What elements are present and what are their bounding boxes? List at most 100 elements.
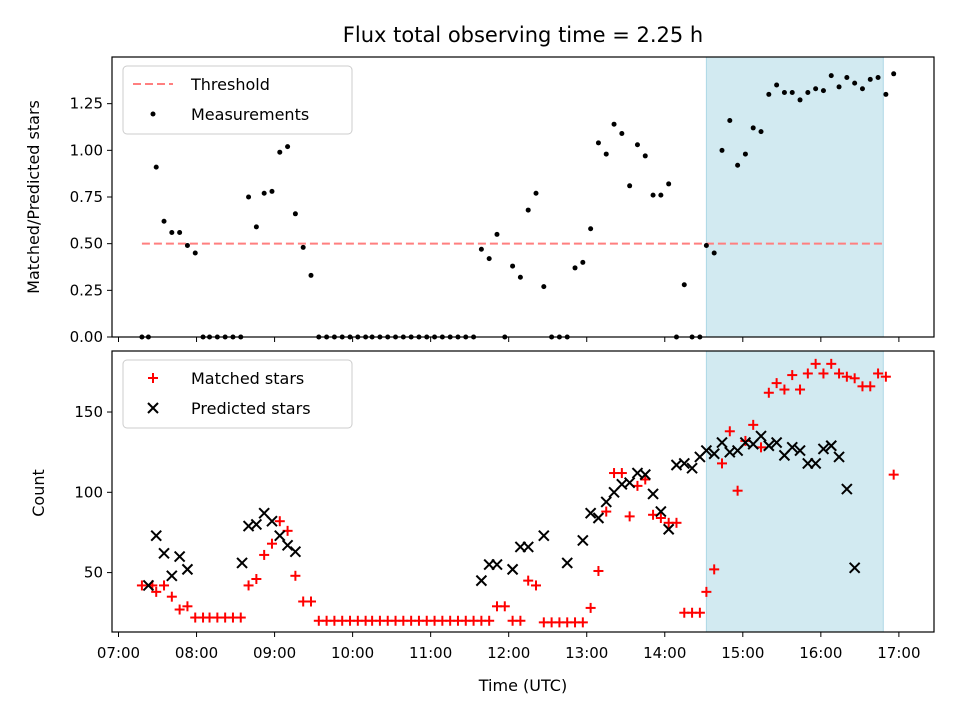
predicted-star-marker: [662, 523, 675, 535]
measurement-point: [153, 164, 159, 170]
top-y-tick-label: 1.00: [70, 141, 103, 159]
measurement-point: [883, 91, 889, 97]
matched-star-marker: [266, 538, 277, 549]
x-tick-label: 11:00: [409, 644, 452, 662]
x-axis-label: Time (UTC): [478, 676, 567, 695]
measurement-point: [300, 244, 306, 250]
matched-star-marker: [235, 612, 246, 623]
matched-star-marker: [136, 580, 147, 591]
matched-star-marker: [624, 511, 635, 522]
measurement-point: [277, 149, 283, 155]
matched-star-marker: [818, 368, 829, 379]
predicted-star-marker: [770, 436, 783, 449]
matched-star-marker: [305, 596, 316, 607]
legend-label: Measurements: [191, 105, 309, 124]
measurement-point: [308, 272, 314, 278]
measurement-point: [797, 97, 803, 103]
matched-star-marker: [748, 419, 759, 430]
matched-star-marker: [523, 575, 534, 586]
predicted-star-marker: [266, 515, 278, 527]
measurement-point: [261, 190, 267, 196]
measurement-point: [666, 181, 672, 187]
measurement-point: [169, 229, 175, 235]
measurement-point: [192, 250, 198, 256]
x-tick-label: 09:00: [253, 644, 296, 662]
measurement-point: [781, 89, 787, 95]
legend-label: Predicted stars: [191, 399, 311, 418]
measurement-point: [177, 229, 183, 235]
measurement-point: [595, 140, 601, 146]
matched-star-marker: [499, 601, 510, 612]
matched-star-marker: [259, 549, 270, 560]
measurement-point: [867, 76, 873, 82]
matched-star-marker: [716, 458, 727, 469]
measurement-point: [681, 282, 687, 288]
matched-star-marker: [182, 601, 193, 612]
predicted-star-marker: [655, 505, 667, 518]
top-y-axis-label: Matched/Predicted stars: [24, 100, 43, 294]
predicted-star-marker: [250, 518, 263, 531]
predicted-star-marker: [592, 512, 605, 524]
predicted-star-marker: [841, 483, 853, 495]
measurement-point: [285, 144, 291, 150]
measurement-point: [735, 162, 741, 168]
measurement-point: [703, 243, 709, 249]
predicted-star-marker: [236, 557, 248, 569]
predicted-star-marker: [181, 563, 194, 576]
measurement-point: [603, 151, 609, 157]
predicted-star-marker: [538, 529, 550, 542]
top-y-tick-label: 0.00: [70, 328, 103, 346]
matched-star-marker: [174, 604, 185, 615]
measurement-point: [828, 73, 834, 79]
matched-star-marker: [880, 371, 891, 382]
top-panel: 0.00 0.25 0.50 0.75 1.00 1.25 Threshold Measure…: [70, 56, 935, 346]
x-tick-label: 07:00: [97, 644, 140, 662]
x-tick-label: 14:00: [643, 644, 686, 662]
predicted-star-marker: [522, 541, 534, 553]
matched-star-marker: [166, 591, 177, 602]
predicted-star-marker: [173, 550, 186, 563]
matched-star-marker: [484, 615, 495, 626]
measurement-point: [813, 86, 819, 92]
bottom-y-tick-label: 100: [74, 483, 103, 501]
predicted-star-marker: [647, 488, 659, 500]
x-tick-label: 13:00: [565, 644, 608, 662]
predicted-star-marker: [623, 476, 636, 489]
x-tick-label: 16:00: [799, 644, 842, 662]
matched-star-marker: [616, 468, 627, 479]
measurement-point: [650, 192, 656, 198]
top-y-tick-label: 0.50: [70, 235, 103, 253]
top-y-tick-label: 0.25: [70, 281, 103, 299]
predicted-star-marker: [700, 444, 713, 457]
measurement-point: [184, 243, 190, 249]
predicted-star-marker: [289, 546, 302, 558]
predicted-star-marker: [794, 444, 806, 457]
measurement-point: [727, 117, 733, 123]
matched-star-marker: [787, 370, 798, 381]
matched-star-marker: [795, 384, 806, 395]
predicted-star-marker: [825, 440, 837, 452]
matched-star-marker: [601, 506, 612, 517]
matched-star-marker: [888, 469, 899, 480]
bottom-legend: [122, 359, 353, 429]
measurement-point: [246, 194, 252, 200]
x-tick-label: 10:00: [331, 644, 374, 662]
matched-star-marker: [771, 378, 782, 389]
measurement-point: [611, 121, 617, 127]
matched-star-marker: [515, 615, 526, 626]
predicted-star-marker: [833, 451, 845, 463]
matched-star-marker: [694, 607, 705, 618]
matched-star-marker: [834, 368, 845, 379]
x-tick-label: 08:00: [175, 644, 218, 662]
predicted-star-marker: [142, 579, 155, 592]
matched-star-marker: [724, 426, 735, 437]
measurement-point: [525, 207, 531, 213]
matched-star-marker: [577, 617, 588, 628]
measurement-point: [742, 151, 748, 157]
predicted-star-marker: [150, 529, 162, 542]
measurement-point: [588, 226, 594, 232]
predicted-star-marker: [600, 496, 612, 508]
predicted-star-marker: [475, 574, 488, 587]
predicted-star-marker: [491, 558, 503, 571]
